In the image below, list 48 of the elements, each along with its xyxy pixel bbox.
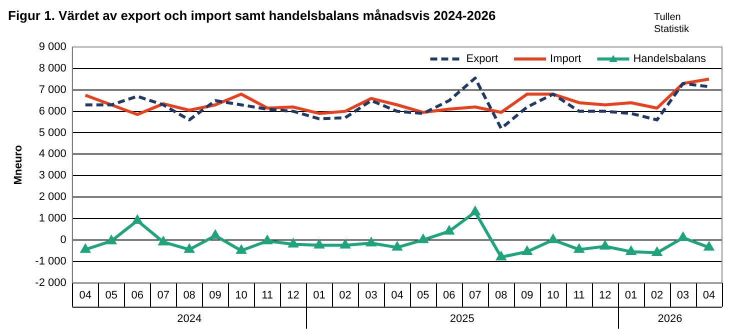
x-tick-label: 04: [702, 289, 716, 302]
legend-label: Import: [550, 53, 582, 66]
y-tick-label: 7 000: [38, 84, 66, 96]
x-tick-label: 02: [339, 289, 352, 302]
y-tick-label: 5 000: [38, 126, 66, 139]
x-tick-label: 10: [546, 289, 560, 302]
text: 2026: [658, 312, 682, 325]
y-tick-label: 8 000: [38, 62, 66, 74]
x-tick-label: 04: [391, 289, 404, 302]
y-tick-label: 4 000: [38, 148, 66, 160]
x-tick-label: 09: [209, 289, 222, 302]
point: [678, 232, 688, 242]
x-tick-label: 03: [365, 289, 378, 302]
x-tick-label: 06: [443, 289, 456, 302]
y-axis-title: Mneuro: [12, 144, 25, 185]
x-tick-label: 09: [520, 289, 534, 302]
chart-title: Figur 1. Värdet av export och import samt handelsbalans månadsvis 2024-2026: [8, 8, 496, 23]
legend-label: Export: [466, 53, 498, 66]
y-tick-label: 1 000: [38, 212, 66, 225]
y-tick-label: 9 000: [38, 41, 66, 54]
text: 2025: [450, 312, 474, 325]
x-tick-label: 12: [287, 289, 300, 302]
y-tick-label: 3 000: [38, 170, 66, 182]
y-tick-label: 6 000: [38, 105, 66, 118]
y-tick-label: 0: [60, 234, 66, 246]
x-tick-label: 05: [105, 289, 118, 302]
x-tick-label: 08: [183, 289, 196, 302]
x-tick-label: 11: [573, 289, 585, 302]
point: [704, 242, 714, 251]
text: Tullen Statistik: [654, 12, 690, 36]
x-tick-label: 07: [469, 289, 482, 302]
legend-label: Handelsbalans: [633, 53, 706, 66]
x-tick-label: 12: [598, 289, 612, 302]
x-tick-label: 07: [157, 289, 170, 302]
x-tick-label: 02: [650, 289, 664, 302]
x-tick-label: 11: [262, 289, 273, 302]
x-tick-label: 05: [417, 289, 430, 302]
x-tick-label: 03: [676, 289, 690, 302]
y-tick-label: -1 000: [35, 255, 66, 268]
x-tick-label: 10: [235, 289, 248, 302]
x-tick-label: 06: [131, 289, 144, 302]
y-tick-label: 2 000: [38, 191, 66, 204]
x-tick-label: 08: [495, 289, 508, 302]
x-tick-label: 04: [79, 289, 92, 302]
x-tick-label: 01: [624, 289, 638, 302]
y-tick-label: -2 000: [35, 276, 66, 289]
text: 2024: [177, 312, 202, 325]
x-tick-label: 01: [313, 289, 326, 302]
